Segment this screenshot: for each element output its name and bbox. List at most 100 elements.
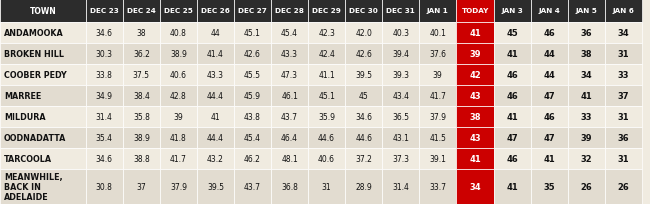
- Bar: [568, 65, 605, 86]
- Bar: [345, 0, 382, 23]
- Text: 43.8: 43.8: [244, 113, 261, 122]
- Bar: [605, 44, 642, 65]
- Text: 43.7: 43.7: [244, 182, 261, 191]
- Bar: [271, 86, 308, 106]
- Bar: [0, 106, 86, 128]
- Text: JAN 1: JAN 1: [427, 8, 448, 14]
- Bar: [123, 44, 160, 65]
- Text: 47: 47: [544, 92, 555, 101]
- Bar: [234, 106, 271, 128]
- Bar: [123, 0, 160, 23]
- Text: 46: 46: [543, 113, 556, 122]
- Text: 34.6: 34.6: [96, 29, 113, 38]
- Text: 42.6: 42.6: [244, 50, 261, 59]
- Text: ANDAMOOKA: ANDAMOOKA: [4, 29, 64, 38]
- Text: 42.8: 42.8: [170, 92, 187, 101]
- Bar: [382, 148, 419, 169]
- Text: MEANWHILE,
BACK IN
ADELAIDE: MEANWHILE, BACK IN ADELAIDE: [4, 172, 62, 202]
- Bar: [382, 0, 419, 23]
- Bar: [605, 0, 642, 23]
- Bar: [234, 148, 271, 169]
- Text: TOWN: TOWN: [29, 7, 57, 16]
- Text: 37.5: 37.5: [133, 71, 150, 80]
- Bar: [456, 65, 494, 86]
- Bar: [531, 0, 568, 23]
- Text: DEC 30: DEC 30: [349, 8, 378, 14]
- Text: 33.8: 33.8: [96, 71, 112, 80]
- Bar: [234, 128, 271, 148]
- Text: 31.4: 31.4: [393, 182, 409, 191]
- Text: 44.4: 44.4: [207, 133, 224, 142]
- Bar: [160, 148, 197, 169]
- Text: 30.3: 30.3: [96, 50, 113, 59]
- Text: 31: 31: [322, 182, 332, 191]
- Bar: [568, 128, 605, 148]
- Bar: [382, 65, 419, 86]
- Bar: [160, 106, 197, 128]
- Text: 38.4: 38.4: [133, 92, 150, 101]
- Text: 41: 41: [580, 92, 593, 101]
- Text: 41: 41: [506, 113, 519, 122]
- Text: 42.3: 42.3: [318, 29, 335, 38]
- Text: 34: 34: [618, 29, 629, 38]
- Bar: [0, 169, 86, 204]
- Bar: [160, 23, 197, 44]
- Bar: [0, 86, 86, 106]
- Bar: [123, 106, 160, 128]
- Text: 45.1: 45.1: [318, 92, 335, 101]
- Bar: [419, 65, 456, 86]
- Text: BROKEN HILL: BROKEN HILL: [4, 50, 64, 59]
- Text: 45.4: 45.4: [244, 133, 261, 142]
- Text: 45.5: 45.5: [244, 71, 261, 80]
- Bar: [234, 0, 271, 23]
- Bar: [382, 106, 419, 128]
- Bar: [234, 86, 271, 106]
- Text: 34.6: 34.6: [355, 113, 372, 122]
- Bar: [531, 106, 568, 128]
- Text: 28.9: 28.9: [356, 182, 372, 191]
- Text: 32: 32: [581, 154, 592, 163]
- Text: 38.8: 38.8: [133, 154, 150, 163]
- Text: 37.3: 37.3: [392, 154, 410, 163]
- Text: 43: 43: [469, 92, 481, 101]
- Text: 47: 47: [544, 133, 555, 142]
- Text: 41.7: 41.7: [170, 154, 187, 163]
- Text: 43.1: 43.1: [393, 133, 409, 142]
- Bar: [197, 65, 234, 86]
- Bar: [234, 44, 271, 65]
- Bar: [494, 128, 531, 148]
- Text: 31: 31: [618, 113, 629, 122]
- Bar: [568, 0, 605, 23]
- Text: 44: 44: [211, 29, 220, 38]
- Text: 47.3: 47.3: [281, 71, 298, 80]
- Bar: [494, 23, 531, 44]
- Bar: [419, 148, 456, 169]
- Bar: [197, 44, 234, 65]
- Bar: [382, 23, 419, 44]
- Bar: [494, 106, 531, 128]
- Bar: [345, 106, 382, 128]
- Bar: [160, 0, 197, 23]
- Text: 39.4: 39.4: [392, 50, 410, 59]
- Bar: [605, 169, 642, 204]
- Bar: [345, 86, 382, 106]
- Bar: [531, 169, 568, 204]
- Text: 40.3: 40.3: [392, 29, 410, 38]
- Bar: [0, 0, 86, 23]
- Bar: [197, 23, 234, 44]
- Bar: [308, 128, 345, 148]
- Text: 40.6: 40.6: [170, 71, 187, 80]
- Text: 26: 26: [618, 182, 630, 191]
- Text: 46: 46: [506, 154, 519, 163]
- Text: 42.6: 42.6: [356, 50, 372, 59]
- Bar: [456, 128, 494, 148]
- Bar: [86, 44, 123, 65]
- Bar: [197, 0, 234, 23]
- Bar: [123, 86, 160, 106]
- Text: 46: 46: [543, 29, 556, 38]
- Bar: [86, 148, 123, 169]
- Text: 39: 39: [469, 50, 481, 59]
- Text: 39.5: 39.5: [355, 71, 372, 80]
- Bar: [271, 148, 308, 169]
- Bar: [234, 169, 271, 204]
